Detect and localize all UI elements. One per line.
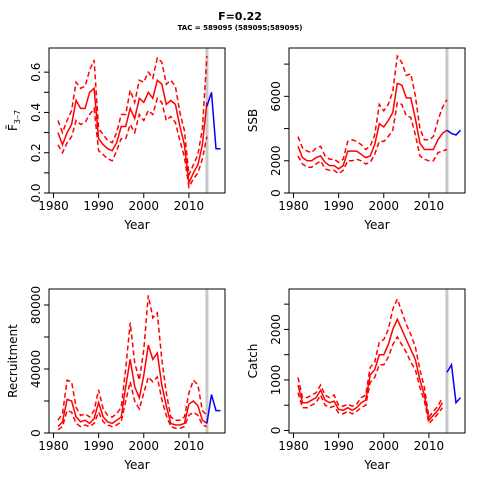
- catch-y-tick-label: 2000: [269, 314, 283, 345]
- fbar-x-tick-label: 2010: [174, 199, 205, 213]
- fbar-x-tick-label: 1990: [83, 199, 114, 213]
- ssb-upper-bound-line: [297, 54, 448, 164]
- recruitment-x-tick-label: 1980: [38, 439, 69, 453]
- ssb-estimate-line: [297, 82, 448, 170]
- ssb-y-tick-label: 6000: [269, 81, 283, 112]
- fbar-upper-bound-line: [57, 56, 208, 178]
- ssb-x-tick-label: 2010: [414, 199, 445, 213]
- ssb-y-axis-label: SSB: [246, 109, 260, 132]
- catch-estimate-line: [297, 317, 444, 423]
- catch-plot-frame: [288, 288, 466, 434]
- fbar-y-tick-label: 0.6: [29, 63, 43, 82]
- catch-x-tick-label: 1980: [278, 439, 309, 453]
- ssb-y-tick-label: 2000: [269, 146, 283, 177]
- recruitment-lower-bound-line: [57, 375, 208, 431]
- ssb-x-tick-label: 1980: [278, 199, 309, 213]
- ssb-panel: 1980 1990 2000 2010 0 2000 6000 Year SSB: [246, 47, 466, 232]
- fbar-x-tick-label: 1980: [38, 199, 69, 213]
- catch-x-axis-label: Year: [363, 458, 389, 472]
- fbar-y-axis-label: F̄3–7: [6, 110, 22, 131]
- ssb-x-axis-label: Year: [363, 218, 389, 232]
- catch-y-tick-label: 0: [269, 427, 283, 435]
- catch-panel: 1980 1990 2000 2010 0 1000 2000 Year Catch: [246, 288, 466, 472]
- recruitment-panel: 1980 1990 2000 2010 0 40000 80000 Year Recruitme…: [6, 286, 226, 472]
- fbar-y-tick-label: 0.4: [29, 103, 43, 122]
- recruitment-upper-bound-line: [57, 295, 208, 421]
- recruitment-x-axis-label: Year: [123, 458, 149, 472]
- catch-x-tick-label: 2000: [368, 439, 399, 453]
- fbar-x-axis-label: Year: [123, 218, 149, 232]
- catch-projection-line: [446, 362, 462, 405]
- recruitment-y-axis-label: Recruitment: [6, 324, 20, 398]
- recruitment-x-tick-label: 2010: [174, 439, 205, 453]
- recruitment-y-tick-label: 40000: [29, 350, 43, 388]
- ssb-y-tick-label: 0: [269, 189, 283, 197]
- recruitment-estimate-line: [57, 344, 208, 428]
- catch-lower-bound-line: [297, 335, 444, 425]
- recruitment-x-tick-label: 1990: [83, 439, 114, 453]
- ssb-lower-bound-line: [297, 101, 448, 175]
- catch-x-tick-label: 2010: [414, 439, 445, 453]
- ssb-x-tick-label: 1990: [323, 199, 354, 213]
- ssb-x-tick-label: 2000: [368, 199, 399, 213]
- catch-x-tick-label: 1990: [323, 439, 354, 453]
- fbar-panel: 1980 1990 2000 2010 0.0 0.2 0.4 0.6 Year F̄3–7: [6, 47, 226, 232]
- chart-subtitle: TAC = 589095 (589095;589095): [177, 24, 303, 32]
- recruitment-y-tick-label: 80000: [29, 286, 43, 324]
- catch-y-tick-label: 1000: [269, 365, 283, 396]
- recruitment-plot-frame: [48, 288, 226, 434]
- recruitment-x-tick-label: 2000: [128, 439, 159, 453]
- catch-y-axis-label: Catch: [246, 344, 260, 379]
- fbar-y-tick-label: 0.0: [29, 183, 43, 202]
- fbar-y-tick-label: 0.2: [29, 143, 43, 162]
- ssb-plot-frame: [288, 47, 466, 194]
- fbar-projection-line: [206, 92, 221, 150]
- recruitment-y-tick-label: 0: [29, 429, 43, 437]
- fbar-x-tick-label: 2000: [128, 199, 159, 213]
- fbar-y-axis-label-subscript: 3–7: [13, 110, 22, 124]
- chart-title: F=0.22: [218, 10, 262, 23]
- recruitment-projection-line: [206, 394, 221, 424]
- catch-upper-bound-line: [297, 297, 444, 420]
- fbar-estimate-line: [57, 78, 208, 186]
- fbar-plot-frame: [48, 47, 226, 194]
- fbar-lower-bound-line: [57, 96, 208, 190]
- ssb-projection-line: [446, 129, 462, 136]
